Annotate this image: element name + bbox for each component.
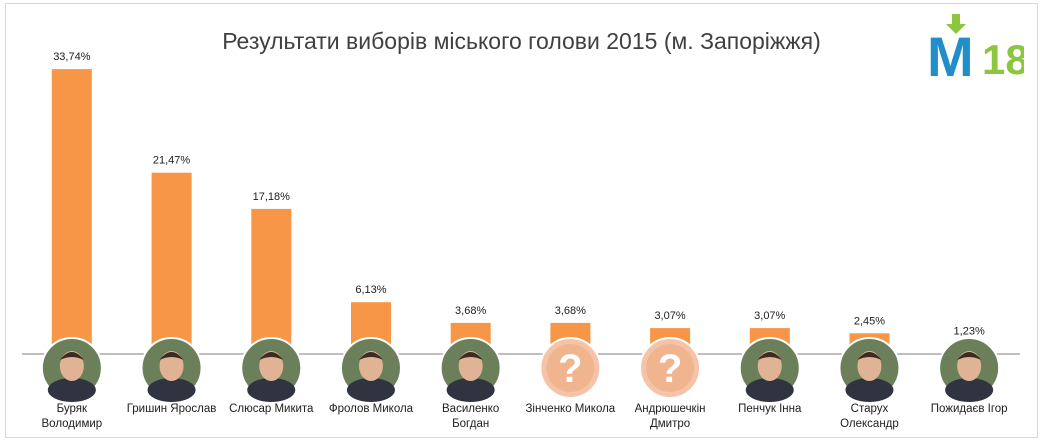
candidate-photo-8	[838, 337, 901, 402]
data-label-8: 2,45%	[854, 315, 885, 327]
category-label-7-0: Пенчук Інна	[738, 403, 802, 415]
candidate-photo-2	[240, 337, 303, 402]
bar-1	[151, 172, 192, 354]
category-label-0-0: Буряк	[57, 403, 88, 415]
candidate-photo-4	[439, 337, 502, 402]
data-label-1: 21,47%	[153, 155, 191, 167]
chart-title: Результати виборів міського голови 2015 …	[222, 28, 821, 54]
data-label-3: 6,13%	[355, 284, 386, 296]
category-label-6-0: Андрюшечкін	[635, 403, 706, 415]
candidate-photo-9	[938, 337, 1001, 402]
category-label-2-0: Слюсар Микита	[229, 403, 314, 415]
data-label-6: 3,07%	[654, 310, 685, 322]
category-label-9-0: Пожидаєв Ігор	[931, 403, 1008, 415]
category-label-8-0: Старух	[851, 403, 889, 415]
logo-18: 18	[982, 36, 1024, 82]
candidate-photo-1	[140, 337, 203, 402]
category-label-0-1: Володимир	[42, 418, 103, 430]
question-mark-icon: ?	[658, 347, 682, 391]
candidate-photo-5: ?	[539, 337, 602, 399]
logo-m: M	[927, 25, 974, 82]
data-label-4: 3,68%	[455, 305, 486, 317]
category-label-8-1: Олександр	[840, 418, 899, 430]
m18-logo: M 18	[927, 14, 1024, 82]
candidate-photo-3	[339, 337, 402, 402]
data-label-7: 3,07%	[754, 310, 785, 322]
logo-arrow-icon	[946, 14, 966, 34]
candidate-photo-7	[738, 337, 801, 402]
candidate-photo-0	[40, 337, 103, 402]
category-label-4-1: Богдан	[452, 418, 489, 430]
data-label-5: 3,68%	[555, 305, 586, 317]
bar-2	[251, 208, 292, 354]
candidate-photo-6: ?	[639, 337, 702, 399]
category-label-4-0: Василенко	[442, 403, 499, 415]
data-label-2: 17,18%	[253, 191, 291, 203]
data-label-0: 33,74%	[53, 51, 91, 63]
data-label-9: 1,23%	[954, 326, 985, 338]
category-label-1-0: Гришин Ярослав	[127, 403, 217, 415]
question-mark-icon: ?	[558, 347, 582, 391]
category-label-3-0: Фролов Микола	[329, 403, 414, 415]
category-label-5-0: Зінченко Микола	[525, 403, 615, 415]
bar-0	[51, 69, 92, 354]
category-label-6-1: Дмитро	[650, 418, 690, 430]
